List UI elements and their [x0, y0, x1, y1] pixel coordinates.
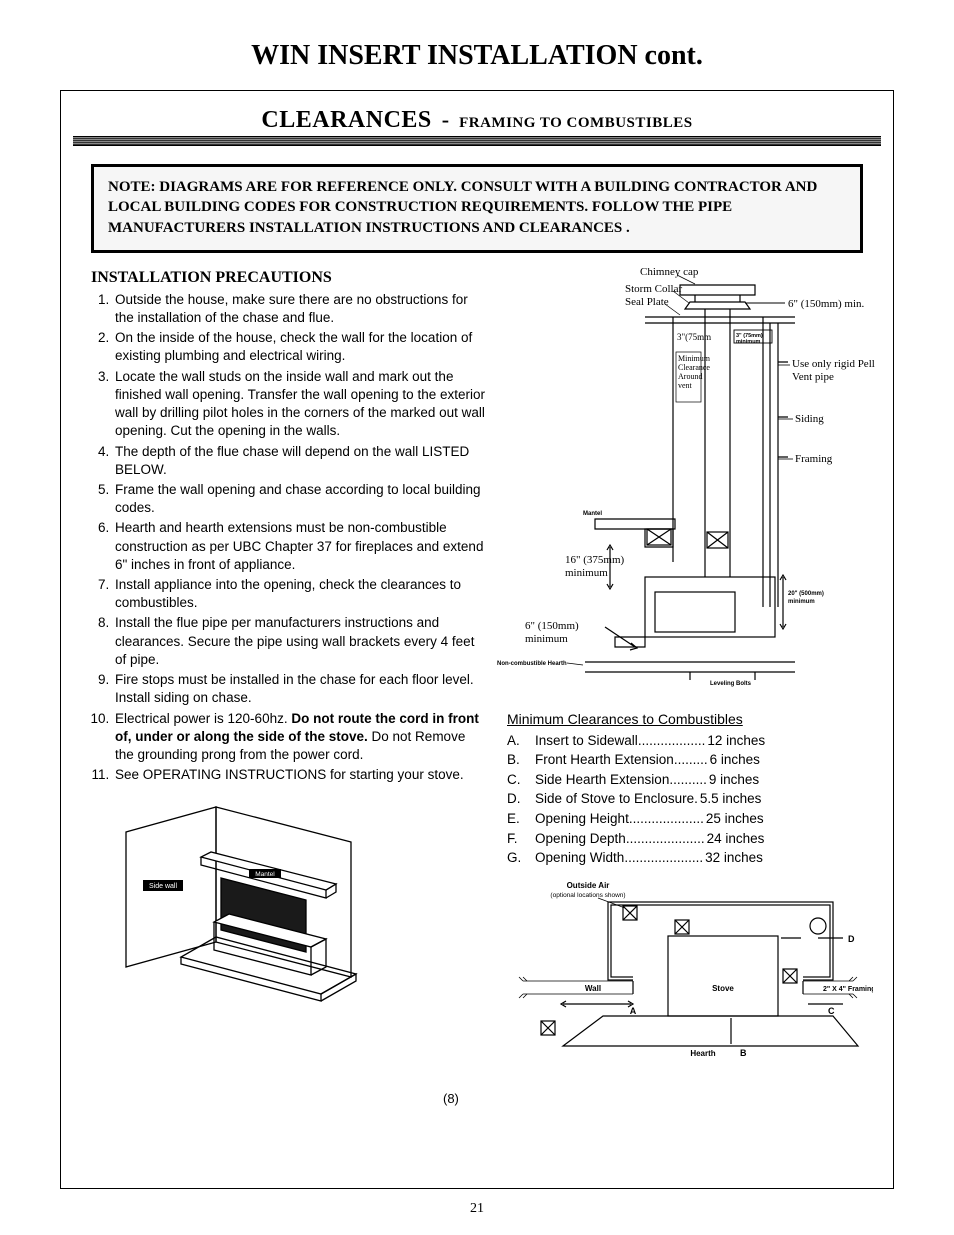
twenty-2: minimum [788, 599, 815, 605]
clearance-key: C. [507, 770, 535, 790]
framing-label: Framing [795, 453, 833, 465]
rigid-2: Vent pipe [792, 371, 834, 383]
mantel-label: Mantel [583, 511, 602, 517]
three-in-label: 3"(75mm [677, 332, 711, 342]
sixteen-1: 16" (375mm) [565, 554, 625, 566]
sixteen-2: minimum [565, 567, 608, 579]
clearance-row: A.Insert to Sidewall..................12… [507, 731, 875, 751]
precaution-item: Install appliance into the opening, chec… [113, 576, 487, 612]
precaution-item: Electrical power is 120-60hz. Do not rou… [113, 710, 487, 765]
clearance-key: B. [507, 750, 535, 770]
minclear-2: Clearance [678, 363, 710, 372]
clearance-row: E.Opening Height.................... 25 … [507, 809, 875, 829]
storm-collar-label: Storm Collar [625, 283, 682, 295]
clearance-val: 5.5 inches [700, 789, 762, 809]
isometric-stove-diagram: Side wall Mantel [121, 802, 487, 1012]
clearance-row: D.Side of Stove to Enclosure. 5.5 inches [507, 789, 875, 809]
clearance-key: G. [507, 848, 535, 868]
wall-label: Wall [585, 984, 601, 993]
sixleft-1: 6" (150mm) [525, 620, 579, 632]
clearance-val: 24 inches [707, 829, 765, 849]
clearance-row: B.Front Hearth Extension......... 6 inch… [507, 750, 875, 770]
seal-plate-label: Seal Plate [625, 296, 669, 308]
dim-b: B [740, 1048, 747, 1058]
precaution-item: Frame the wall opening and chase accordi… [113, 481, 487, 517]
three-in-box-label2: minimum [736, 339, 761, 345]
chimney-cap-label: Chimney cap [640, 267, 699, 278]
precaution10-pre: Electrical power is 120-60hz. [115, 711, 291, 726]
clearance-label: Side of Stove to Enclosure. [535, 789, 698, 809]
heading-small: FRAMING TO COMBUSTIBLES [459, 115, 693, 131]
precautions-list: Outside the house, make sure there are n… [91, 291, 487, 785]
clearance-title: Minimum Clearances to Combustibles [507, 711, 875, 727]
precaution-item: Outside the house, make sure there are n… [113, 291, 487, 327]
clearance-key: A. [507, 731, 535, 751]
clearance-label: Opening Height [535, 809, 629, 829]
leveling-label: Leveling Bolts [710, 681, 752, 687]
precautions-title: INSTALLATION PRECAUTIONS [91, 269, 487, 287]
heading-dash: - [442, 107, 449, 132]
siding-label: Siding [795, 413, 824, 425]
clearance-dots: .................... [629, 809, 704, 829]
clearance-row: F.Opening Depth..................... 24 … [507, 829, 875, 849]
clearance-label: Front Hearth Extension [535, 750, 674, 770]
tick-8: (8) [443, 1091, 459, 1106]
clearance-label: Opening Width [535, 848, 624, 868]
minclear-3: Around [678, 372, 702, 381]
sidewall-label: Side wall [149, 883, 177, 890]
precaution-item: The depth of the flue chase will depend … [113, 443, 487, 479]
clearance-label: Insert to Sidewall [535, 731, 638, 751]
main-frame: CLEARANCES - FRAMING TO COMBUSTIBLES NOT… [60, 90, 894, 1189]
clearance-dots: .................. [638, 731, 706, 751]
clearance-key: F. [507, 829, 535, 849]
clearance-dots: .......... [669, 770, 707, 790]
dim-d: D [848, 934, 855, 944]
precaution-item: Locate the wall studs on the inside wall… [113, 368, 487, 441]
page-title: WIN INSERT INSTALLATION cont. [60, 40, 894, 72]
framing-label: 2" X 4" Framing [823, 986, 873, 993]
clearance-val: 6 inches [710, 750, 760, 770]
dim-c: C [828, 1006, 835, 1016]
clearance-val: 25 inches [706, 809, 764, 829]
dim-a: A [630, 1006, 637, 1016]
hearth-label: Hearth [690, 1049, 715, 1058]
clearance-dots: ..................... [626, 829, 705, 849]
clearance-dots: ..................... [624, 848, 703, 868]
clearance-row: C.Side Hearth Extension.......... 9 inch… [507, 770, 875, 790]
chase-section-diagram: Chimney cap Storm Collar Seal Plate 6" (… [495, 267, 875, 707]
minclear-4: vent [678, 381, 693, 390]
clearance-val: 9 inches [709, 770, 759, 790]
clearance-dots: ......... [674, 750, 708, 770]
optional-label: (optional locations shown) [550, 892, 625, 899]
outside-air-label: Outside Air [567, 881, 610, 890]
rigid-1: Use only rigid Pellet [792, 358, 875, 370]
heading-big: CLEARANCES [261, 107, 431, 133]
heading-rule [73, 136, 881, 146]
six-min-label: 6" (150mm) min. [788, 298, 865, 310]
mantel-label: Mantel [255, 871, 275, 878]
clearance-val: 12 inches [707, 731, 765, 751]
clearance-key: E. [507, 809, 535, 829]
precaution-item: On the inside of the house, check the wa… [113, 329, 487, 365]
clearance-list: A.Insert to Sidewall..................12… [507, 731, 875, 868]
clearance-label: Opening Depth [535, 829, 626, 849]
precaution-item: See OPERATING INSTRUCTIONS for starting … [113, 766, 487, 784]
noncomb-label: Non-combustible Hearth [497, 661, 567, 667]
clearance-key: D. [507, 789, 535, 809]
clearance-row: G.Opening Width..................... 32 … [507, 848, 875, 868]
page-number: 21 [0, 1201, 954, 1217]
clearance-val: 32 inches [705, 848, 763, 868]
precaution-item: Fire stops must be installed in the chas… [113, 671, 487, 707]
sixleft-2: minimum [525, 633, 568, 645]
minclear-1: Minimum [678, 354, 711, 363]
note-box: NOTE: DIAGRAMS ARE FOR REFERENCE ONLY. C… [91, 164, 863, 253]
section-heading: CLEARANCES - FRAMING TO COMBUSTIBLES [73, 107, 881, 134]
stove-label: Stove [712, 984, 734, 993]
clearance-label: Side Hearth Extension [535, 770, 669, 790]
precaution-item: Install the flue pipe per manufacturers … [113, 614, 487, 669]
precaution-item: Hearth and hearth extensions must be non… [113, 519, 487, 574]
top-view-diagram: Outside Air (optional locations shown) W… [503, 876, 875, 1066]
twenty-1: 20" (500mm) [788, 591, 824, 597]
